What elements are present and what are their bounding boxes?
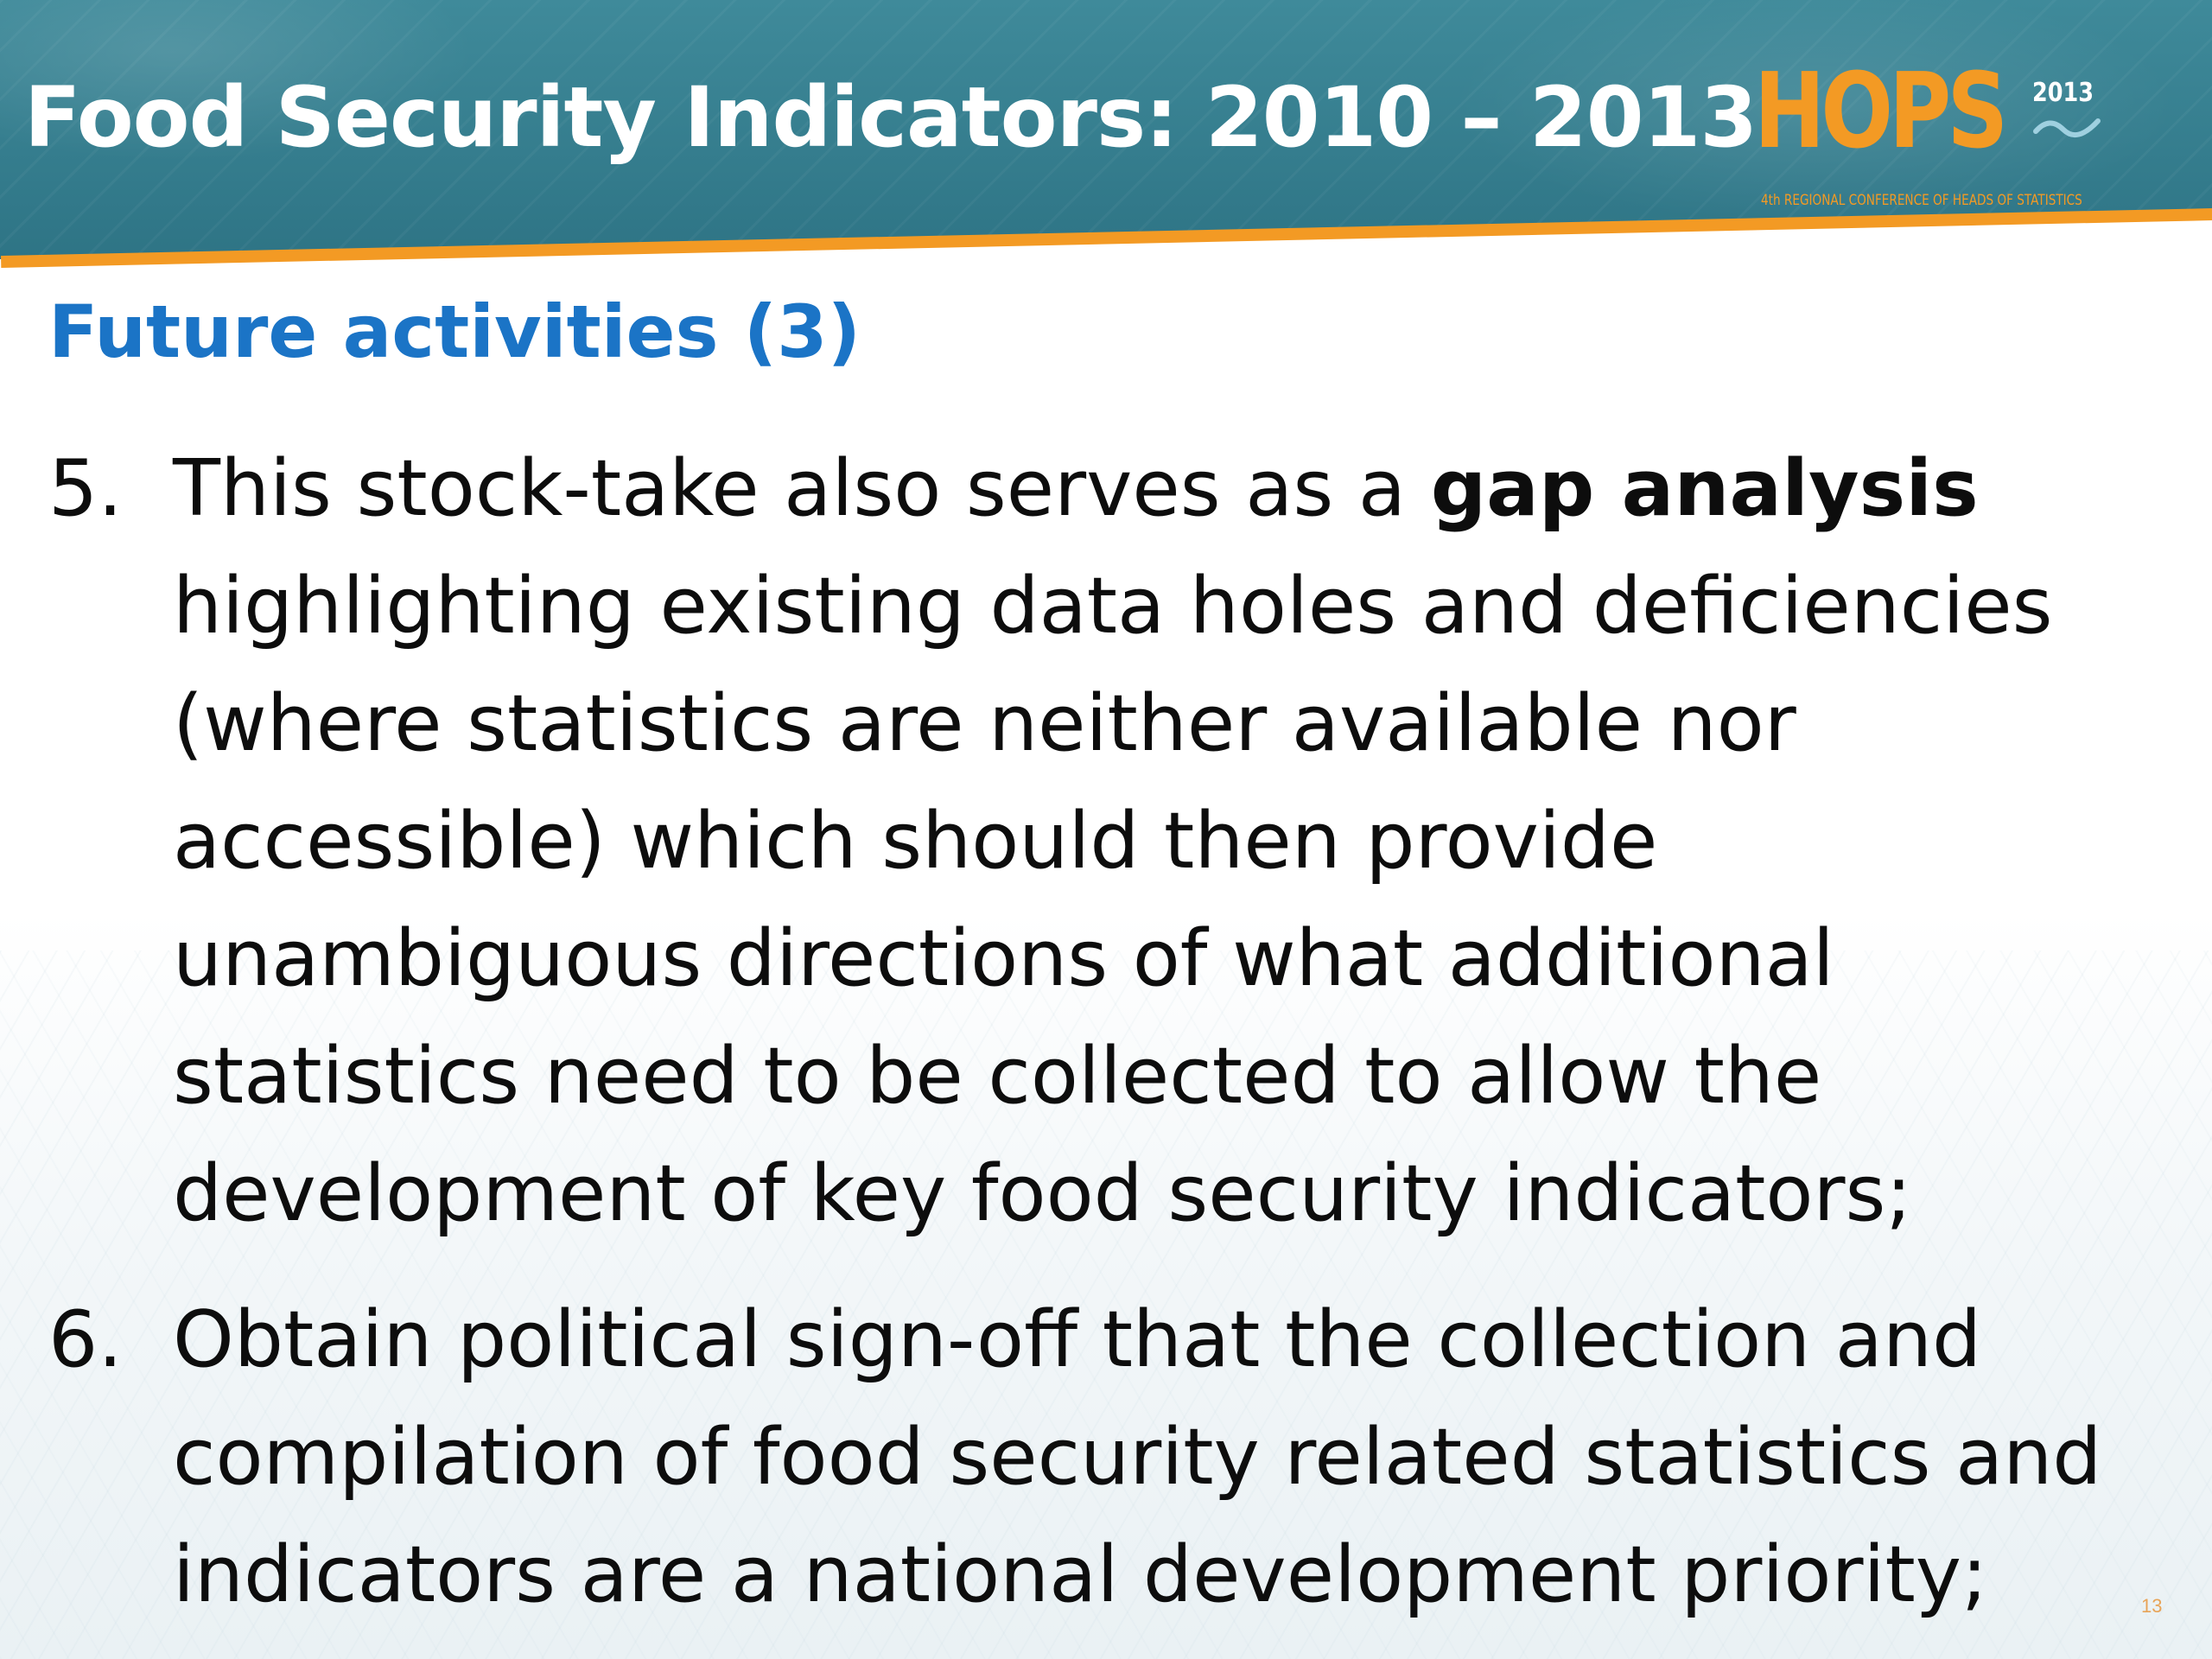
list-item-number: 5. xyxy=(48,443,123,534)
list-item-text-part: highlighting existing data holes and def… xyxy=(173,561,2053,1239)
bold-phrase: gap analysis xyxy=(1430,443,1979,534)
page-number: 13 xyxy=(2141,1595,2163,1617)
background-texture xyxy=(0,950,2212,1659)
logo-year: 2013 xyxy=(2032,78,2094,108)
slide-title: Food Security Indicators: 2010 – 2013 xyxy=(24,69,1758,166)
wave-icon xyxy=(2033,118,2101,138)
list-item-text: Obtain political sign-off that the colle… xyxy=(173,1294,2102,1620)
section-subtitle: Future activities (3) xyxy=(48,289,861,374)
hops-logo: HOPS 2013 4th REGIONAL CONFERENCE OF HEA… xyxy=(1754,60,2117,216)
list-item-text: This stock-take also serves as a gap ana… xyxy=(173,430,2157,1253)
list-item: 6. Obtain political sign-off that the co… xyxy=(48,1281,2157,1634)
list-item-text-part: This stock-take also serves as a xyxy=(173,443,1431,534)
list-item-number: 6. xyxy=(48,1294,123,1385)
logo-subtitle: 4th REGIONAL CONFERENCE OF HEADS OF STAT… xyxy=(1761,192,2082,209)
logo-text: HOPS xyxy=(1754,52,2008,172)
list-item: 5. This stock-take also serves as a gap … xyxy=(48,430,2157,1253)
